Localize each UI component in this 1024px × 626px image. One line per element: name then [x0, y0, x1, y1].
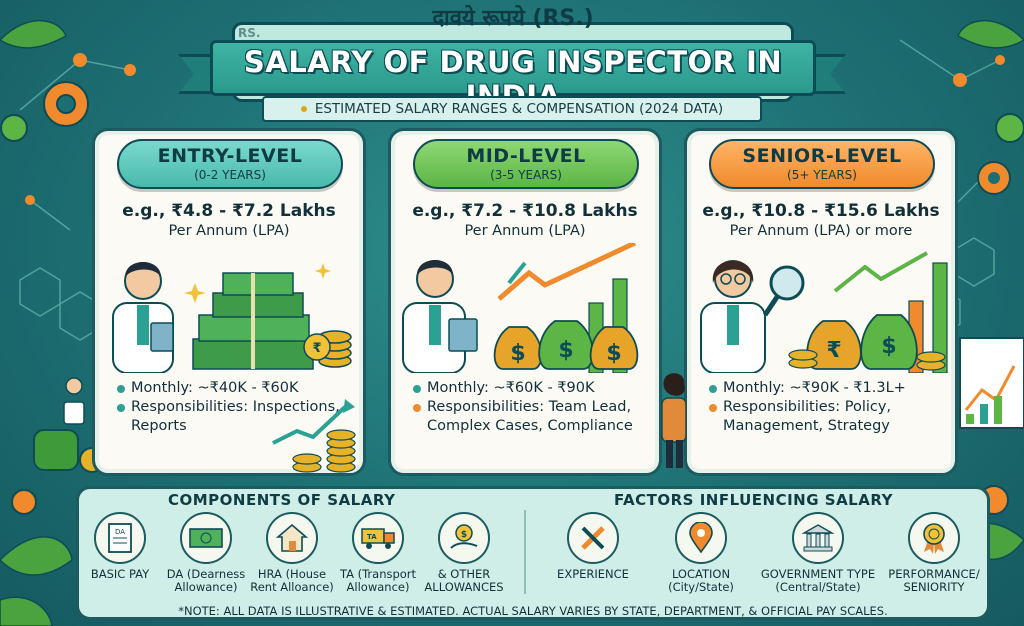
- component-label: BASIC PAY: [90, 567, 150, 581]
- factor-performance-seniority: PERFORMANCE/ SENIORITY: [880, 512, 988, 594]
- location-pin-icon: [675, 512, 727, 564]
- cash-stack-icon: [192, 272, 314, 370]
- rs-tag: RS.: [238, 26, 261, 40]
- hindi-title: दावये रूपये (RS.): [432, 6, 594, 31]
- bullet-dot: [413, 385, 421, 393]
- bullet-dot: [709, 404, 717, 412]
- factor-label: GOVERNMENT TYPE (Central/State): [760, 567, 876, 594]
- disclaimer-note: *NOTE: ALL DATA IS ILLUSTRATIVE & ESTIMA…: [178, 604, 888, 618]
- mid-level-illustration: $ $ $: [402, 243, 639, 373]
- title-ribbon: [210, 40, 816, 96]
- level-name: ENTRY-LEVEL: [157, 145, 303, 167]
- per-annum-label: Per Annum (LPA): [464, 223, 586, 239]
- subtitle-bar: ESTIMATED SALARY RANGES & COMPENSATION (…: [262, 96, 762, 122]
- section-divider: [524, 510, 526, 594]
- level-name: SENIOR-LEVEL: [742, 145, 902, 167]
- level-years: (3-5 YEARS): [490, 168, 562, 182]
- house-icon: [266, 512, 318, 564]
- component-hra: HRA (House Rent Alloance): [249, 512, 335, 594]
- factor-label: EXPERIENCE: [557, 567, 629, 581]
- component-label: TA (Transport Allowance): [339, 567, 417, 594]
- mid-level-info: Monthly: ~₹60K - ₹90K Responsibilities: …: [413, 379, 653, 436]
- component-label: DA (Dearness Allowance): [166, 567, 246, 594]
- responsibilities: Responsibilities: Team Lead, Complex Cas…: [427, 399, 633, 434]
- inspector-figure-icon: [700, 260, 766, 373]
- document-icon: DA: [94, 512, 146, 564]
- factor-location: LOCATION (City/State): [656, 512, 746, 594]
- entry-level-illustration: ₹: [112, 262, 352, 373]
- responsibilities: Responsibilities: Inspections, Reports: [131, 399, 340, 434]
- senior-level-card: SENIOR-LEVEL (5+ YEARS) e.g., ₹10.8 - ₹1…: [684, 128, 958, 476]
- mid-level-card: MID-LEVEL (3-5 YEARS) e.g., ₹7.2 - ₹10.8…: [388, 128, 662, 476]
- banknote-icon: [180, 512, 232, 564]
- bullet-dot: [300, 106, 307, 112]
- level-years: (0-2 YEARS): [194, 168, 266, 182]
- components-title: COMPONENTS OF SALARY: [168, 491, 396, 509]
- page-title: SALARY OF DRUG INSPECTOR IN INDIA: [243, 45, 783, 113]
- factors-title: FACTORS INFLUENCING SALARY: [614, 491, 893, 509]
- component-basic-pay: DA BASIC PAY: [77, 512, 163, 581]
- salary-range: e.g., ₹4.8 - ₹7.2 Lakhs: [122, 201, 336, 221]
- inspector-figure-icon: [402, 260, 478, 373]
- ta-truck-label: TA: [367, 533, 377, 541]
- coin-hand-icon: $: [438, 512, 490, 564]
- dollar-symbol: $: [461, 530, 467, 540]
- per-annum-label: Per Annum (LPA) or more: [729, 223, 913, 239]
- salary-range: e.g., ₹10.8 - ₹15.6 Lakhs: [702, 201, 940, 221]
- growth-coins-icon: [272, 399, 356, 473]
- per-annum-label: Per Annum (LPA): [168, 223, 290, 239]
- rupee-symbol: ₹: [826, 338, 841, 363]
- level-years: (5+ YEARS): [787, 168, 857, 182]
- senior-level-illustration: ₹ $: [700, 251, 948, 373]
- level-pill: MID-LEVEL (3-5 YEARS): [413, 139, 639, 189]
- factor-government-type: GOVERNMENT TYPE (Central/State): [758, 512, 878, 594]
- level-pill: SENIOR-LEVEL (5+ YEARS): [709, 139, 935, 189]
- responsibilities: Responsibilities: Policy, Management, St…: [723, 399, 892, 434]
- component-other-allowances: $ & OTHER ALLOWANCES: [421, 512, 507, 594]
- bullet-dot: [413, 404, 421, 412]
- component-ta: TA TA (Transport Allowance): [335, 512, 421, 594]
- medal-icon: [908, 512, 960, 564]
- government-building-icon: [792, 512, 844, 564]
- woman-figure-icon: [661, 373, 687, 468]
- da-note: DA: [115, 528, 125, 536]
- rupee-symbol: ₹: [312, 341, 321, 356]
- magnifier-icon: [762, 265, 805, 317]
- level-pill: ENTRY-LEVEL (0-2 YEARS): [117, 139, 343, 189]
- factor-experience: EXPERIENCE: [548, 512, 638, 581]
- entry-level-info: Monthly: ~₹40K - ₹60K Responsibilities: …: [117, 379, 357, 436]
- dollar-symbol: $: [510, 341, 525, 366]
- component-da: DA (Dearness Allowance): [163, 512, 249, 594]
- entry-level-card: ENTRY-LEVEL (0-2 YEARS) e.g., ₹4.8 - ₹7.…: [92, 128, 366, 476]
- header: दावये रूपये (RS.) RS. SALARY OF DRUG INS…: [0, 0, 1024, 124]
- dollar-symbol: $: [606, 341, 621, 366]
- component-label: HRA (House Rent Alloance): [250, 567, 334, 594]
- factor-label: LOCATION (City/State): [668, 567, 734, 594]
- senior-level-info: Monthly: ~₹90K - ₹1.3L+ Responsibilities…: [709, 379, 949, 436]
- bullet-dot: [117, 404, 125, 412]
- money-bag-icon: [806, 314, 918, 370]
- subtitle: ESTIMATED SALARY RANGES & COMPENSATION (…: [314, 101, 724, 117]
- sparkle-icon: [184, 263, 331, 303]
- level-name: MID-LEVEL: [466, 145, 586, 167]
- truck-icon: TA: [352, 512, 404, 564]
- component-label: & OTHER ALLOWANCES: [424, 567, 504, 594]
- factor-label: PERFORMANCE/ SENIORITY: [888, 567, 980, 594]
- salary-range: e.g., ₹7.2 - ₹10.8 Lakhs: [412, 201, 638, 221]
- coin-stack-icon: [788, 349, 946, 371]
- dollar-symbol: $: [558, 338, 573, 363]
- dollar-symbol: $: [881, 334, 896, 359]
- monthly-salary: Monthly: ~₹60K - ₹90K: [427, 380, 595, 396]
- monthly-salary: Monthly: ~₹40K - ₹60K: [131, 380, 299, 396]
- coin-stack-icon: [303, 330, 352, 368]
- bullet-dot: [709, 385, 717, 393]
- money-bag-icon: [493, 320, 639, 370]
- tools-icon: [567, 512, 619, 564]
- inspector-figure-icon: [112, 262, 174, 373]
- bullet-dot: [117, 385, 125, 393]
- monthly-salary: Monthly: ~₹90K - ₹1.3L+: [723, 380, 906, 396]
